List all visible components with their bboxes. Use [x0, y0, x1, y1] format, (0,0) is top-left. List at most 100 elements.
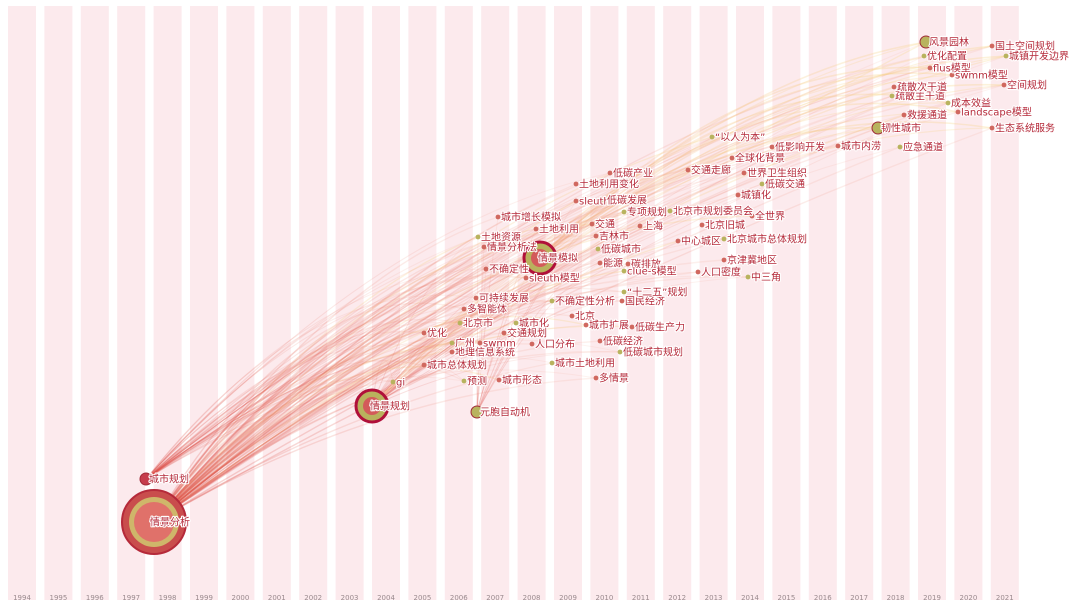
keyword-label: 中三角: [751, 271, 781, 284]
keyword-node[interactable]: [721, 257, 727, 263]
keyword-node[interactable]: [945, 100, 951, 106]
year-band-2014: [736, 6, 764, 600]
keyword-node[interactable]: [461, 306, 467, 312]
cooccurrence-link: [153, 145, 839, 523]
keyword-node[interactable]: [589, 221, 595, 227]
keyword-node[interactable]: [593, 375, 599, 381]
node-core: [621, 268, 627, 274]
keyword-node[interactable]: [729, 155, 735, 161]
keyword-node[interactable]: [621, 289, 627, 295]
keyword-node[interactable]: [617, 349, 623, 355]
keyword-node[interactable]: [897, 144, 903, 150]
keyword-node[interactable]: [390, 379, 396, 385]
keyword-node[interactable]: [523, 275, 529, 281]
keyword-node[interactable]: [139, 472, 153, 486]
keyword-node[interactable]: [685, 167, 691, 173]
keyword-node[interactable]: [477, 340, 483, 346]
keyword-node[interactable]: [989, 43, 995, 49]
keyword-node[interactable]: [735, 192, 741, 198]
keyword-node[interactable]: [927, 65, 933, 71]
keyword-node[interactable]: [621, 268, 627, 274]
keyword-label: 专项规划: [627, 206, 667, 219]
keyword-node[interactable]: [549, 298, 555, 304]
cooccurrence-link: [539, 66, 931, 259]
keyword-node[interactable]: [619, 298, 625, 304]
keyword-node[interactable]: [901, 112, 907, 118]
keyword-node[interactable]: [354, 388, 390, 424]
keyword-node[interactable]: [769, 144, 775, 150]
keyword-node[interactable]: [483, 266, 489, 272]
node-core: [461, 378, 467, 384]
keyword-node[interactable]: [481, 244, 487, 250]
keyword-node[interactable]: [522, 240, 558, 276]
keyword-node[interactable]: [601, 197, 607, 203]
keyword-node[interactable]: [597, 338, 603, 344]
cooccurrence-link: [371, 55, 1007, 407]
keyword-node[interactable]: [989, 125, 995, 131]
keyword-node[interactable]: [949, 72, 955, 78]
keyword-label: 城镇化: [741, 189, 771, 202]
keyword-node[interactable]: [573, 181, 579, 187]
keyword-node[interactable]: [667, 208, 673, 214]
keyword-label: 城市扩展: [589, 319, 629, 332]
keyword-node[interactable]: [461, 378, 467, 384]
keyword-node[interactable]: [621, 209, 627, 215]
keyword-node[interactable]: [607, 170, 613, 176]
keyword-node[interactable]: [549, 360, 555, 366]
keyword-node[interactable]: [699, 222, 705, 228]
keyword-node[interactable]: [473, 295, 479, 301]
keyword-node[interactable]: [629, 324, 635, 330]
keyword-node[interactable]: [495, 214, 501, 220]
keyword-node[interactable]: [921, 53, 927, 59]
keyword-node[interactable]: [637, 223, 643, 229]
keyword-node[interactable]: [709, 134, 715, 140]
keyword-node[interactable]: [569, 313, 575, 319]
keyword-node[interactable]: [470, 405, 484, 419]
node-core: [759, 181, 765, 187]
keyword-node[interactable]: [675, 238, 681, 244]
keyword-node[interactable]: [421, 330, 427, 336]
keyword-label: swmm模型: [955, 69, 1008, 82]
keyword-node[interactable]: [1003, 53, 1009, 59]
keyword-label: 可持续发展: [479, 292, 529, 305]
keyword-node[interactable]: [955, 109, 961, 115]
keyword-node[interactable]: [421, 362, 427, 368]
keyword-node[interactable]: [835, 143, 841, 149]
keyword-label: 国民经济: [625, 295, 665, 308]
keyword-label: 情景模拟: [538, 252, 578, 265]
keyword-node[interactable]: [695, 269, 701, 275]
keyword-node[interactable]: [513, 320, 519, 326]
keyword-node[interactable]: [759, 181, 765, 187]
keyword-node[interactable]: [573, 198, 579, 204]
keyword-node[interactable]: [529, 341, 535, 347]
keyword-node[interactable]: [595, 246, 601, 252]
keyword-node[interactable]: [741, 170, 747, 176]
keyword-node[interactable]: [583, 322, 589, 328]
keyword-node[interactable]: [501, 330, 507, 336]
cooccurrence-link: [153, 127, 993, 523]
keyword-label: 北京城市总体规划: [727, 233, 807, 246]
keyword-node[interactable]: [889, 93, 895, 99]
keyword-node[interactable]: [871, 121, 885, 135]
keyword-node[interactable]: [625, 261, 631, 267]
keyword-node[interactable]: [749, 213, 755, 219]
keyword-node[interactable]: [1001, 82, 1007, 88]
keyword-node[interactable]: [457, 320, 463, 326]
keyword-node[interactable]: [745, 274, 751, 280]
keyword-node[interactable]: [533, 226, 539, 232]
keyword-node[interactable]: [597, 260, 603, 266]
node-core: [989, 43, 995, 49]
keyword-node[interactable]: [449, 340, 455, 346]
cooccurrence-link: [371, 102, 949, 407]
node-core: [695, 269, 701, 275]
node-core: [589, 221, 595, 227]
keyword-node[interactable]: [593, 233, 599, 239]
keyword-node[interactable]: [919, 35, 933, 49]
keyword-node[interactable]: [721, 236, 727, 242]
keyword-label: landscape模型: [961, 106, 1032, 119]
keyword-node[interactable]: [475, 234, 481, 240]
keyword-node[interactable]: [121, 489, 187, 555]
keyword-node[interactable]: [891, 84, 897, 90]
keyword-node[interactable]: [496, 377, 502, 383]
keyword-node[interactable]: [449, 349, 455, 355]
